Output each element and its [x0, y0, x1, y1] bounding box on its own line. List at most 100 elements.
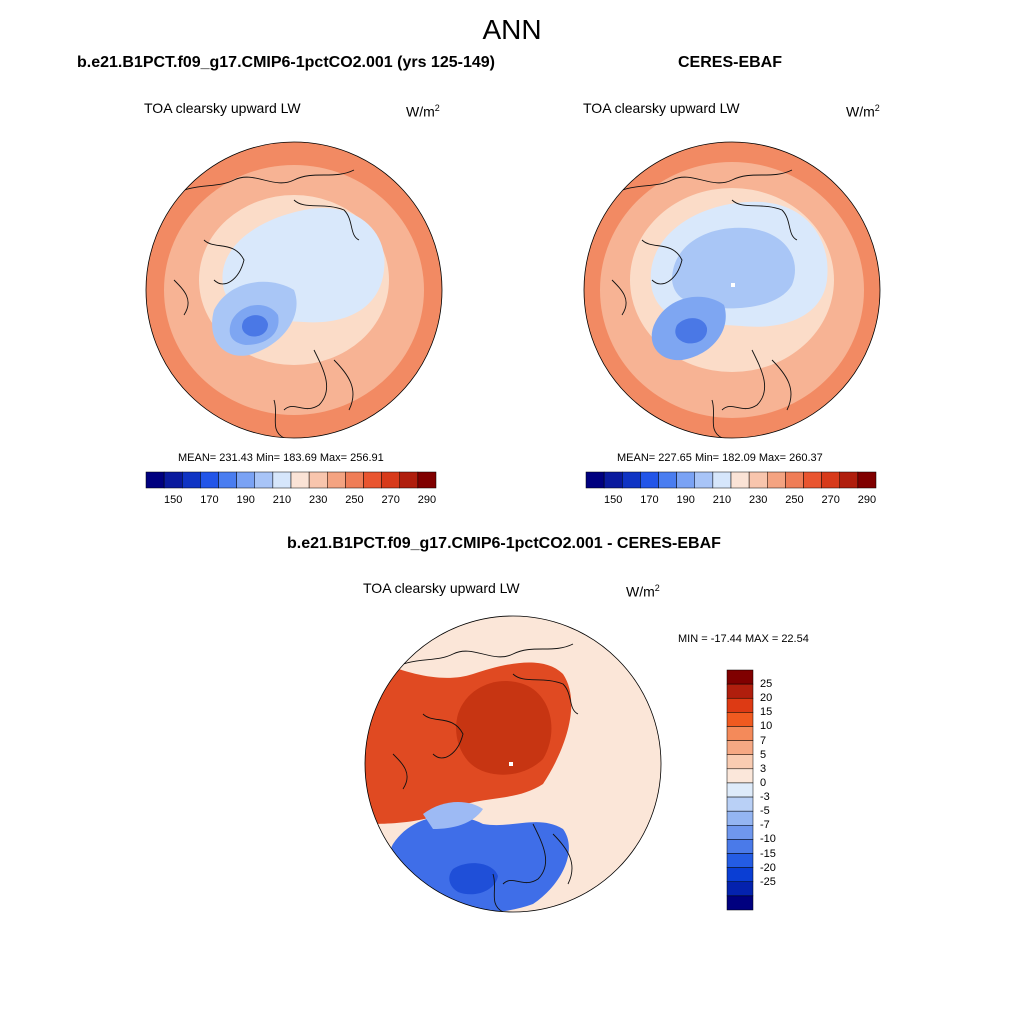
diff-colorbar-swatch [726, 867, 754, 883]
obs-polar-map [583, 141, 881, 439]
diff-coastline-south [492, 823, 573, 912]
obs-colorbar-swatch [676, 471, 695, 489]
diff-colorbar-swatch [726, 683, 754, 699]
obs-colorbar-swatch [585, 471, 605, 489]
obs-units-base: W/m [846, 103, 875, 120]
obs-colorbar-tick-label: 190 [676, 494, 695, 506]
obs-colorbar-swatch [712, 471, 732, 489]
model-greenland-peak [242, 315, 268, 337]
model-units-exp: 2 [434, 103, 440, 113]
obs-coastline-north [601, 169, 798, 316]
diff-blue-deep [449, 863, 498, 895]
model-colorbar-swatch [145, 471, 165, 489]
model-colorbar-tick-label: 290 [417, 494, 437, 506]
obs-coastline-south [711, 349, 792, 438]
model-colorbar-swatch [200, 471, 219, 489]
diff-colorbar-swatch [726, 740, 754, 755]
diff-colorbar-swatch [726, 810, 754, 826]
model-map-border [145, 141, 443, 439]
diff-colorbar-tick-label: 25 [760, 678, 773, 691]
obs-colorbar-swatch [640, 471, 659, 489]
model-colorbar-tick-label: 170 [200, 494, 219, 506]
obs-colorbar-swatch [803, 471, 822, 489]
diff-colorbar-swatch [726, 895, 754, 911]
diff-colorbar-swatch [726, 782, 754, 798]
diff-panel-title: b.e21.B1PCT.f09_g17.CMIP6-1pctCO2.001 - … [287, 535, 721, 552]
model-colorbar-swatch [417, 471, 437, 489]
diff-colorbar-swatch [726, 853, 754, 868]
model-colorbar-swatch [363, 471, 382, 489]
model-colorbar-swatch [218, 471, 237, 489]
model-colorbar-tick-label: 230 [309, 494, 328, 506]
diff-polar-map [364, 615, 662, 913]
diff-colorbar-tick-label: -3 [760, 791, 770, 804]
diff-colorbar-tick-label: 3 [760, 762, 767, 775]
diff-colorbar-tick-label: -7 [760, 819, 770, 832]
model-stats: MEAN= 231.43 Min= 183.69 Max= 256.91 [178, 452, 384, 464]
main-title: ANN [482, 14, 542, 45]
diff-colorbar-tick-label: -20 [760, 861, 776, 874]
diff-colorbar-swatch [726, 697, 754, 713]
diff-colorbar-ticks: 25 20 15 10 7 5 3 0 -3 -5 -7 -10 -15 -20 -25 [760, 670, 800, 910]
diff-colorbar-tick-label: 5 [760, 748, 767, 761]
model-colorbar-swatch [236, 471, 255, 489]
obs-colorbar-tick-label: 210 [712, 494, 732, 506]
diff-colorbar-swatch [726, 881, 754, 897]
obs-colorbar-tick-label: 250 [785, 494, 804, 506]
obs-colorbar-swatch [857, 471, 877, 489]
obs-colorbar-tick-label: 150 [604, 494, 623, 506]
model-colorbar-swatch [290, 471, 310, 489]
diff-variable-label: TOA clearsky upward LW [363, 580, 520, 596]
obs-units-exp: 2 [874, 103, 880, 113]
diff-coastline-north [382, 643, 579, 790]
diff-red-core [456, 681, 552, 775]
model-colorbar-tick-label: 190 [236, 494, 255, 506]
obs-pole-marker [731, 283, 735, 287]
obs-arctic-core [672, 227, 795, 309]
model-colorbar-swatch [381, 471, 400, 489]
obs-greenland-peak [675, 318, 708, 344]
model-colorbar-tick-label: 270 [381, 494, 400, 506]
diff-colorbar-tick-label: -25 [760, 875, 776, 888]
obs-colorbar-swatch [622, 471, 641, 489]
diff-colorbar-swatch [726, 669, 754, 685]
obs-colorbar-tick-label: 290 [857, 494, 877, 506]
obs-variable-label: TOA clearsky upward LW [583, 100, 740, 116]
obs-stats: MEAN= 227.65 Min= 182.09 Max= 260.37 [617, 452, 823, 464]
diff-colorbar-swatch [726, 712, 754, 727]
model-panel-title: b.e21.B1PCT.f09_g17.CMIP6-1pctCO2.001 (y… [77, 54, 495, 71]
obs-colorbar-tick-label: 170 [640, 494, 659, 506]
obs-colorbar-swatch [603, 471, 623, 489]
obs-panel-title: CERES-EBAF [678, 54, 783, 71]
diff-units-label: W/m2 [626, 583, 660, 600]
diff-colorbar-tick-label: -10 [760, 833, 776, 846]
diff-units-exp: 2 [654, 583, 660, 593]
diff-colorbar-tick-label: 10 [760, 720, 773, 733]
diff-colorbar-tick-label: 7 [760, 734, 767, 747]
model-units-base: W/m [406, 103, 435, 120]
obs-map-border [583, 141, 881, 439]
model-colorbar-swatch [399, 471, 419, 489]
diff-blue-light [423, 802, 483, 829]
model-colorbar-swatch [254, 471, 274, 489]
diff-pole-marker [509, 762, 513, 766]
model-variable-label: TOA clearsky upward LW [144, 100, 301, 116]
obs-colorbar-swatch [821, 471, 840, 489]
diff-colorbar-tick-label: -5 [760, 805, 770, 818]
diff-colorbar-swatch [726, 839, 754, 854]
obs-colorbar-swatch [748, 471, 768, 489]
diff-colorbar-swatch [726, 726, 754, 741]
diff-colorbar [726, 669, 754, 911]
model-colorbar-swatch [308, 471, 328, 489]
diff-colorbar-tick-label: 20 [760, 692, 773, 705]
obs-colorbar [585, 471, 877, 489]
diff-colorbar-swatch [726, 754, 754, 770]
model-coastline-south [273, 349, 354, 438]
model-colorbar-swatch [272, 471, 292, 489]
model-colorbar-swatch [327, 471, 346, 489]
obs-units-label: W/m2 [846, 103, 880, 120]
model-colorbar [145, 471, 437, 489]
model-colorbar-tick-label: 210 [272, 494, 292, 506]
diff-colorbar-swatch [726, 825, 754, 840]
obs-colorbar-swatch [658, 471, 677, 489]
